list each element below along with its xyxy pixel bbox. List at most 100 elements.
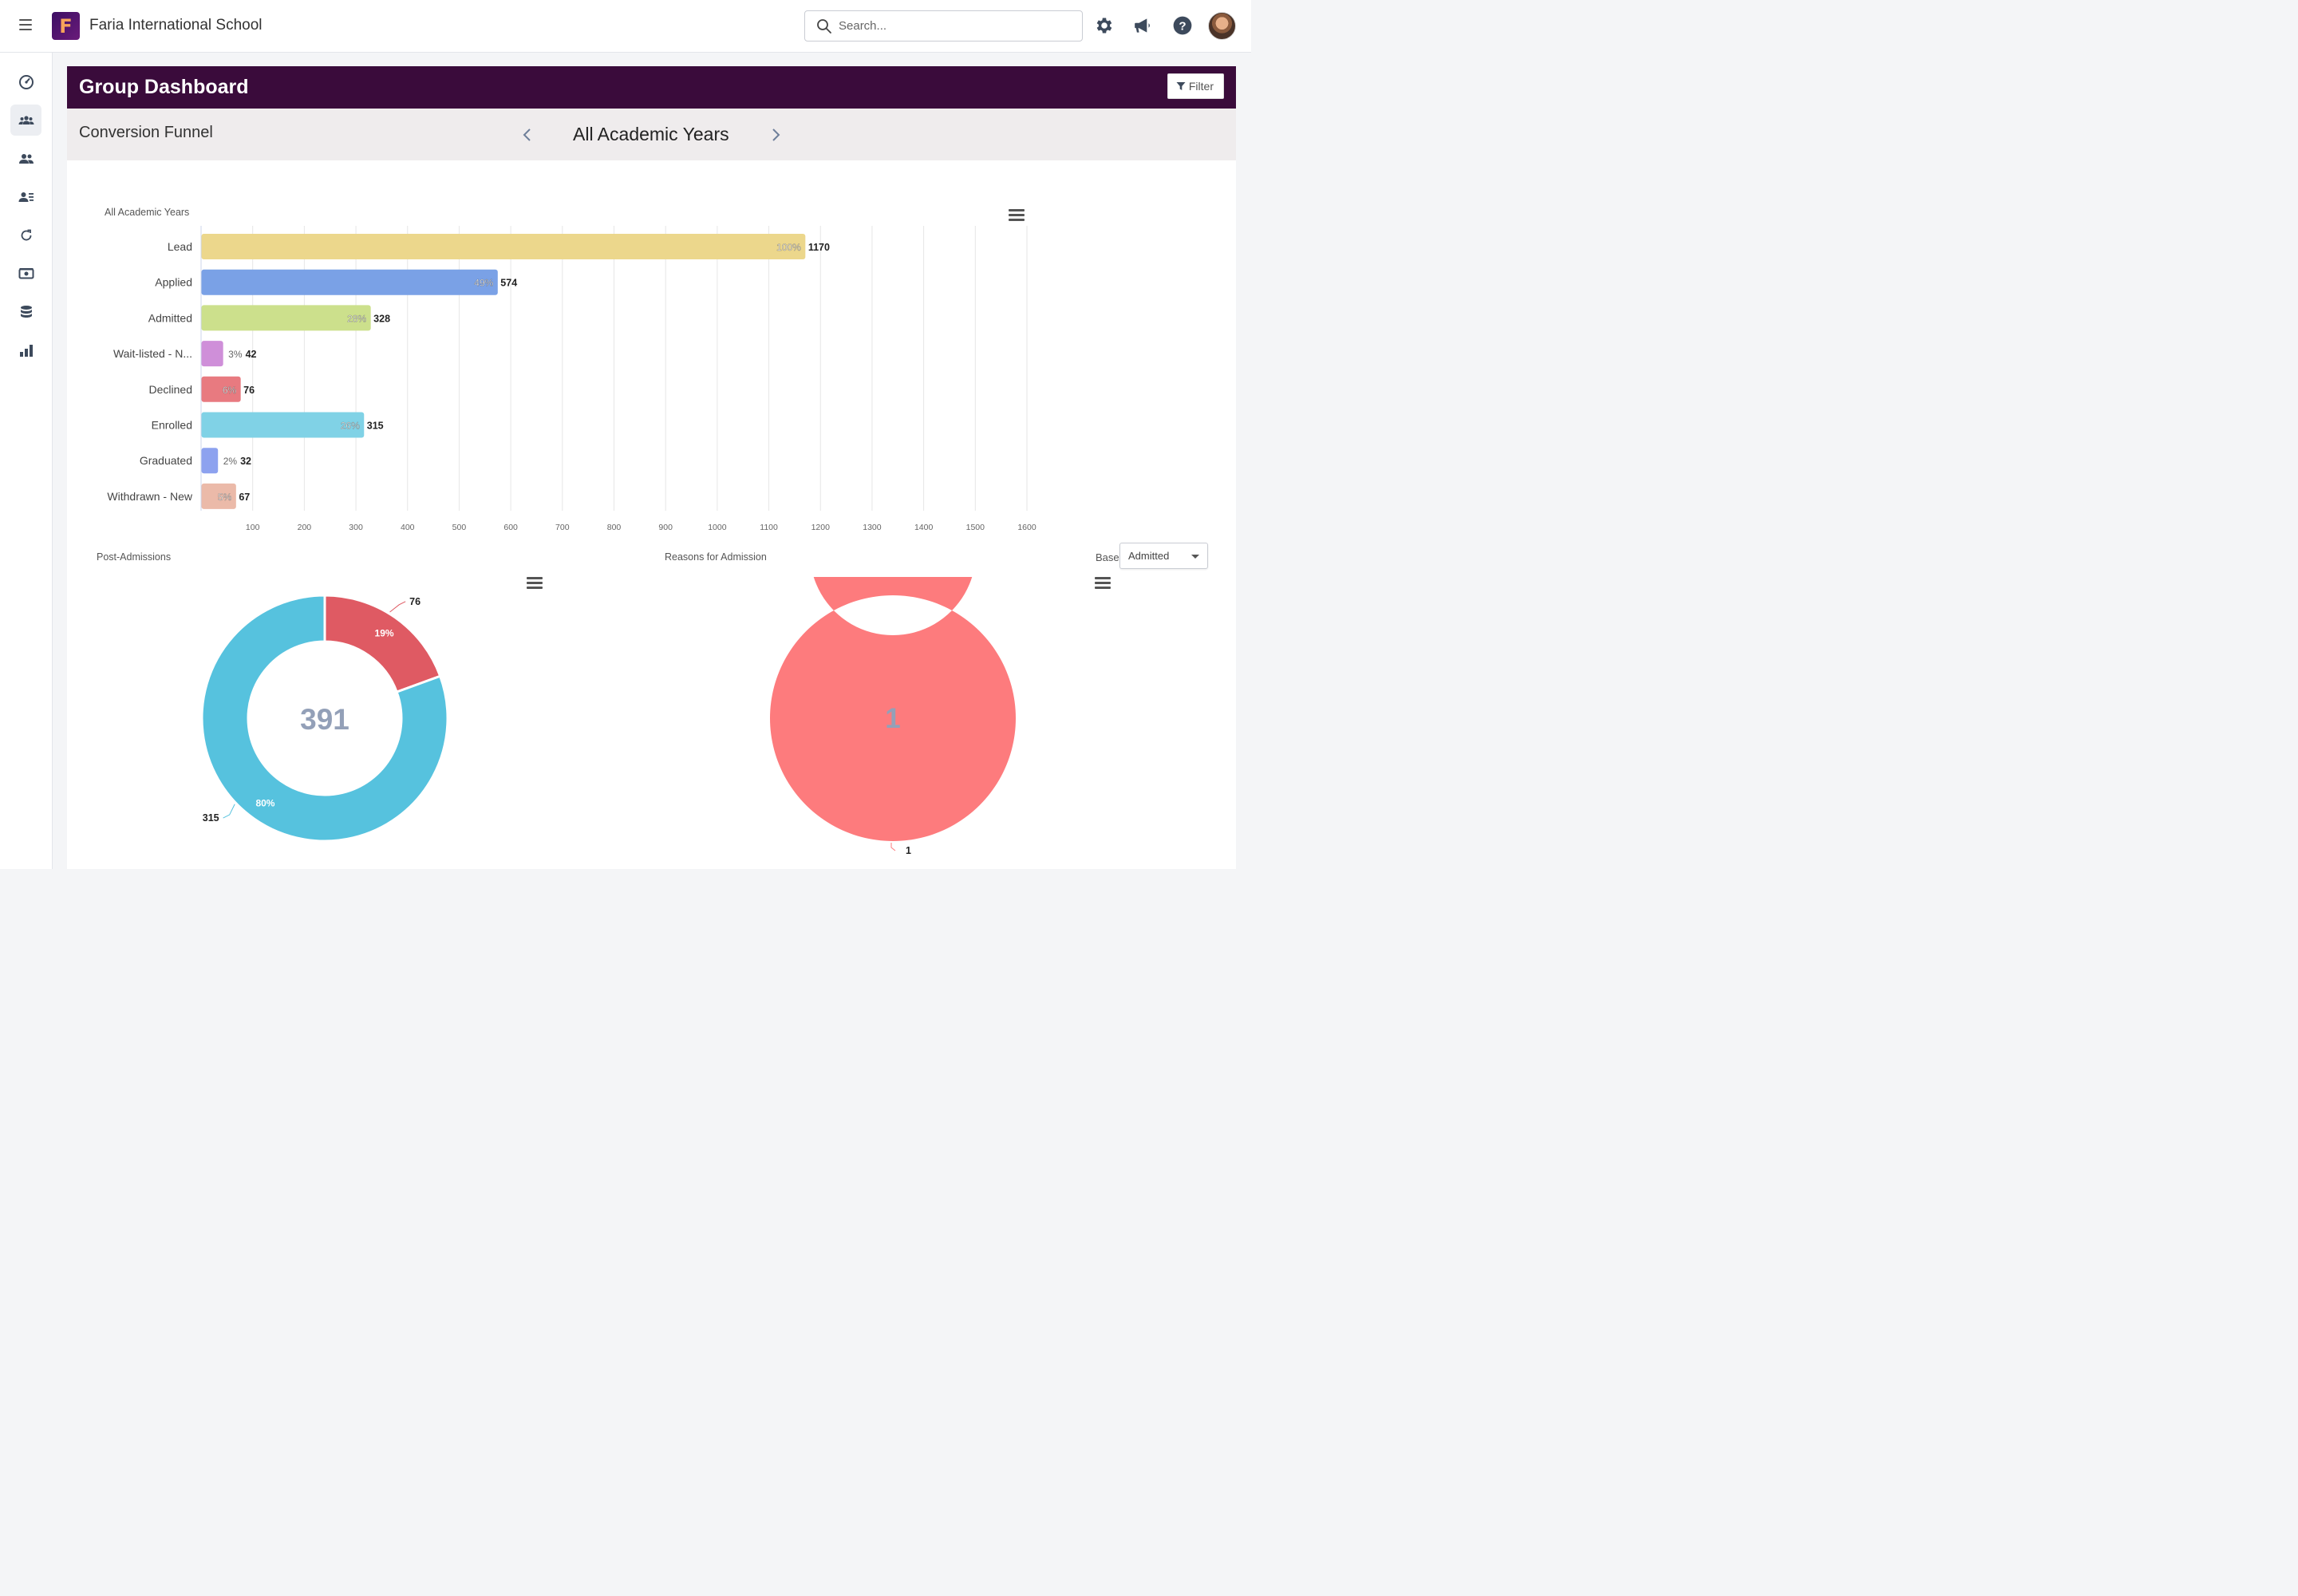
funnel-bar	[201, 234, 806, 259]
base-label: Base	[1096, 551, 1119, 563]
reasons-menu-icon[interactable]	[1095, 577, 1111, 590]
x-tick-label: 500	[452, 523, 467, 532]
school-logo[interactable]: F	[52, 12, 80, 40]
academic-year-title: All Academic Years	[573, 124, 729, 144]
search-box[interactable]	[804, 10, 1083, 41]
slice-value-label: 315	[203, 812, 219, 824]
percent-label: 2%	[223, 456, 238, 467]
category-label: Enrolled	[152, 419, 192, 432]
value-label: 315	[367, 421, 384, 432]
value-label: 42	[246, 349, 257, 360]
percent-label: 49%	[474, 278, 493, 289]
slice-connector	[890, 843, 896, 851]
contact-list-icon	[18, 192, 34, 202]
conversion-funnel-bar: Conversion Funnel All Academic Years	[67, 109, 1236, 160]
funnel-bar-chart: 100 200 300 400 500 600 700 800 900 1000 1100 1200 1…	[107, 226, 1036, 532]
percent-label: 6%	[223, 385, 237, 396]
slice-connector	[223, 804, 235, 819]
x-tick-label: 300	[349, 523, 363, 532]
percent-label: 26%	[341, 421, 360, 432]
value-label: 67	[239, 492, 250, 503]
megaphone-icon[interactable]	[1133, 15, 1154, 36]
filter-button[interactable]: Filter	[1167, 73, 1224, 99]
funnel-chart-menu-icon[interactable]	[1009, 209, 1025, 222]
slice-connector	[389, 601, 406, 613]
bar-chart-icon	[19, 344, 33, 357]
slice-value-label: 1	[906, 845, 911, 856]
funnel-bar	[201, 376, 241, 402]
user-avatar[interactable]	[1208, 12, 1236, 40]
funnel-bar	[201, 305, 371, 331]
slice-value-label: 76	[409, 596, 421, 607]
database-icon	[20, 305, 32, 318]
sidebar-item-contacts[interactable]	[10, 181, 41, 212]
category-label: Lead	[168, 240, 192, 253]
dashboard-gauge-icon	[18, 74, 34, 89]
page-title: Group Dashboard	[79, 76, 249, 98]
category-label: Graduated	[140, 454, 192, 467]
funnel-bar	[201, 412, 365, 438]
slice-percent-label: 19%	[375, 627, 394, 638]
reasons-donut-chart: 11	[770, 577, 1016, 856]
sidebar-item-groups[interactable]	[10, 105, 41, 136]
funnel-bar	[201, 483, 236, 509]
hamburger-menu-icon[interactable]	[19, 19, 32, 32]
x-tick-label: 1400	[914, 523, 934, 532]
filter-button-label: Filter	[1188, 80, 1214, 93]
x-tick-label: 100	[246, 523, 260, 532]
funnel-bar	[201, 448, 219, 474]
chevron-right-icon[interactable]	[766, 125, 785, 144]
sidebar-item-dashboard[interactable]	[10, 66, 41, 97]
post-admissions-donut-chart: 19% 76 80% 315 391	[200, 594, 449, 843]
x-tick-label: 1600	[1017, 523, 1036, 532]
percent-label: 100%	[776, 242, 801, 253]
filter-icon	[1176, 82, 1186, 90]
sidebar	[0, 53, 53, 869]
post-admissions-title: Post-Admissions	[97, 551, 172, 563]
funnel-bar	[201, 269, 498, 295]
base-select[interactable]: Admitted	[1119, 543, 1208, 569]
search-icon	[817, 19, 831, 34]
help-icon[interactable]: ?	[1172, 15, 1193, 36]
value-label: 76	[243, 385, 255, 396]
gear-icon[interactable]	[1094, 15, 1115, 36]
sidebar-item-refresh[interactable]	[10, 219, 41, 251]
sidebar-item-database[interactable]	[10, 296, 41, 327]
users-icon	[18, 153, 34, 164]
section-title: Conversion Funnel	[79, 124, 213, 141]
category-label: Declined	[149, 383, 192, 396]
refresh-icon	[21, 229, 31, 240]
percent-label: 28%	[347, 313, 366, 324]
x-tick-label: 900	[658, 523, 673, 532]
search-input[interactable]	[839, 19, 1070, 33]
category-label: Admitted	[148, 311, 192, 324]
slice-percent-label: 80%	[255, 798, 274, 809]
group-icon	[18, 115, 34, 124]
category-label: Wait-listed - N...	[113, 347, 192, 360]
sidebar-item-reports[interactable]	[10, 334, 41, 365]
x-tick-label: 1500	[966, 523, 985, 532]
sidebar-item-finance[interactable]	[10, 258, 41, 289]
x-tick-label: 1100	[760, 523, 778, 532]
value-label: 32	[240, 456, 251, 467]
post-admissions-menu-icon[interactable]	[527, 577, 543, 590]
x-tick-label: 800	[607, 523, 622, 532]
category-label: Applied	[155, 276, 192, 289]
percent-label: 3%	[228, 349, 243, 360]
school-name[interactable]: Faria International School	[89, 17, 263, 34]
chevron-down-icon	[1191, 555, 1199, 559]
donut-center-total: 1	[885, 703, 900, 734]
value-label: 1170	[808, 242, 830, 253]
sidebar-item-users[interactable]	[10, 143, 41, 174]
x-tick-label: 400	[401, 523, 415, 532]
category-label: Withdrawn - New	[107, 490, 192, 503]
x-tick-label: 1200	[811, 523, 831, 532]
donut-center-total: 391	[300, 703, 349, 736]
reasons-title: Reasons for Admission	[665, 551, 767, 563]
donut-slice	[200, 594, 449, 843]
funnel-chart-title: All Academic Years	[105, 207, 190, 218]
chevron-left-icon[interactable]	[518, 125, 537, 144]
cash-icon	[18, 267, 34, 279]
donut-slice	[323, 594, 442, 694]
x-tick-label: 700	[555, 523, 570, 532]
